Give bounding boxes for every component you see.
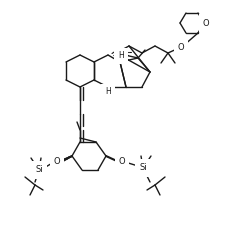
Text: O: O xyxy=(203,18,209,27)
Text: O: O xyxy=(54,158,60,167)
Text: H: H xyxy=(118,51,124,61)
Text: H: H xyxy=(105,88,111,96)
Text: O: O xyxy=(119,158,125,167)
Text: O: O xyxy=(178,42,184,51)
Text: Si: Si xyxy=(35,165,43,175)
Text: Si: Si xyxy=(139,164,147,172)
